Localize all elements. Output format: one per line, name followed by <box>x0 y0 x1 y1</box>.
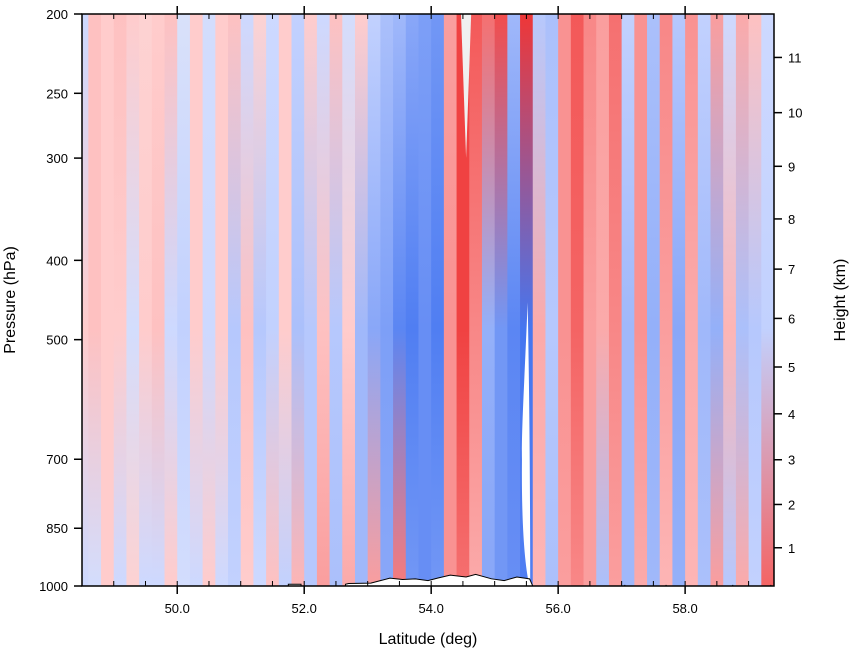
heatmap-column <box>456 14 470 586</box>
heatmap-column <box>278 14 293 586</box>
heatmap-column <box>583 14 597 586</box>
y-axis-title: Pressure (hPa) <box>2 246 19 354</box>
height-tick-label: 9 <box>788 159 795 174</box>
heatmap-column <box>342 14 356 586</box>
heatmap-column <box>177 14 191 586</box>
heatmap-column <box>393 14 407 586</box>
heatmap-column <box>329 14 343 586</box>
y-tick-label: 400 <box>46 253 68 268</box>
height-tick-label: 5 <box>788 360 795 375</box>
heatmap-column <box>266 14 280 586</box>
heatmap-column <box>405 14 420 586</box>
missing-data-wedge <box>461 14 472 159</box>
missing-data-regions <box>461 14 531 586</box>
height-tick-label: 6 <box>788 311 795 326</box>
terrain-segment <box>344 573 534 586</box>
heatmap-column <box>101 14 115 586</box>
x-tick-label: 58.0 <box>672 601 697 616</box>
heatmap-column <box>608 14 623 586</box>
height-tick-label: 11 <box>788 50 802 65</box>
height-tick-label: 8 <box>788 212 795 227</box>
heatmap-column <box>545 14 559 586</box>
y-tick-label: 500 <box>46 333 68 348</box>
x-tick-label: 52.0 <box>292 601 317 616</box>
heatmap-column <box>443 14 458 586</box>
heatmap-column <box>697 14 712 586</box>
heatmap-column <box>164 14 178 586</box>
y-tick-label: 1000 <box>39 579 68 594</box>
heatmap-column <box>659 14 674 586</box>
missing-data-sliver <box>521 302 531 586</box>
heatmap-column <box>507 14 521 586</box>
heatmap-column <box>418 14 432 586</box>
heatmap-column <box>634 14 648 586</box>
x-axis-title: Latitude (deg) <box>379 631 478 648</box>
height-tick-label: 2 <box>788 497 795 512</box>
heatmap-column <box>710 14 724 586</box>
heatmap-column <box>291 14 305 586</box>
heatmap-column <box>202 14 216 586</box>
heatmap-column <box>481 14 496 586</box>
heatmap-column <box>151 14 166 586</box>
heatmap-column <box>88 14 102 586</box>
heatmap-column <box>494 14 508 586</box>
y-tick-label: 700 <box>46 452 68 467</box>
x-tick-label: 54.0 <box>419 601 444 616</box>
heatmap-column <box>139 14 153 586</box>
heatmap-column <box>596 14 610 586</box>
x-axis: 50.0 52.0 54.0 56.0 58.0 <box>81 6 750 616</box>
heatmap-column <box>621 14 635 586</box>
heatmap-column <box>748 14 762 586</box>
plot-frame <box>81 13 775 587</box>
y-tick-label: 250 <box>46 86 68 101</box>
heatmap-column <box>82 14 89 586</box>
x-tick-label: 56.0 <box>545 601 570 616</box>
heatmap-column <box>570 14 585 586</box>
heatmap-column <box>469 14 483 586</box>
heatmap-column <box>240 14 255 586</box>
x-tick-label: 50.0 <box>165 601 190 616</box>
height-tick-label: 1 <box>788 541 795 556</box>
heatmap-column <box>380 14 394 586</box>
y-axis-right: 1 2 3 4 5 6 7 8 9 10 11 <box>774 50 802 556</box>
heatmap-field <box>82 14 774 586</box>
heatmap-column <box>215 14 229 586</box>
heatmap-column <box>647 14 661 586</box>
heatmap-column <box>354 14 369 586</box>
heatmap-column <box>367 14 381 586</box>
heatmap-column <box>558 14 572 586</box>
height-tick-label: 10 <box>788 106 802 121</box>
heatmap-column <box>316 14 331 586</box>
height-tick-label: 3 <box>788 453 795 468</box>
heatmap-column <box>532 14 547 586</box>
heatmap-column <box>304 14 318 586</box>
heatmap-column <box>685 14 699 586</box>
y-tick-label: 300 <box>46 151 68 166</box>
y-tick-label: 850 <box>46 521 68 536</box>
heatmap-column <box>228 14 242 586</box>
right-axis-title: Height (km) <box>832 259 849 342</box>
y-axis-left: 200 250 300 400 500 700 850 1000 <box>39 7 82 594</box>
y-tick-label: 200 <box>46 7 68 22</box>
heatmap-column <box>672 14 686 586</box>
height-tick-label: 4 <box>788 407 795 422</box>
heatmap-column <box>735 14 750 586</box>
heatmap-column <box>761 14 774 586</box>
heatmap-column <box>253 14 267 586</box>
heatmap-column <box>113 14 128 586</box>
height-tick-label: 7 <box>788 262 795 277</box>
heatmap-column <box>431 14 445 586</box>
heatmap-column <box>723 14 737 586</box>
heatmap-column <box>189 14 204 586</box>
heatmap-column <box>126 14 140 586</box>
